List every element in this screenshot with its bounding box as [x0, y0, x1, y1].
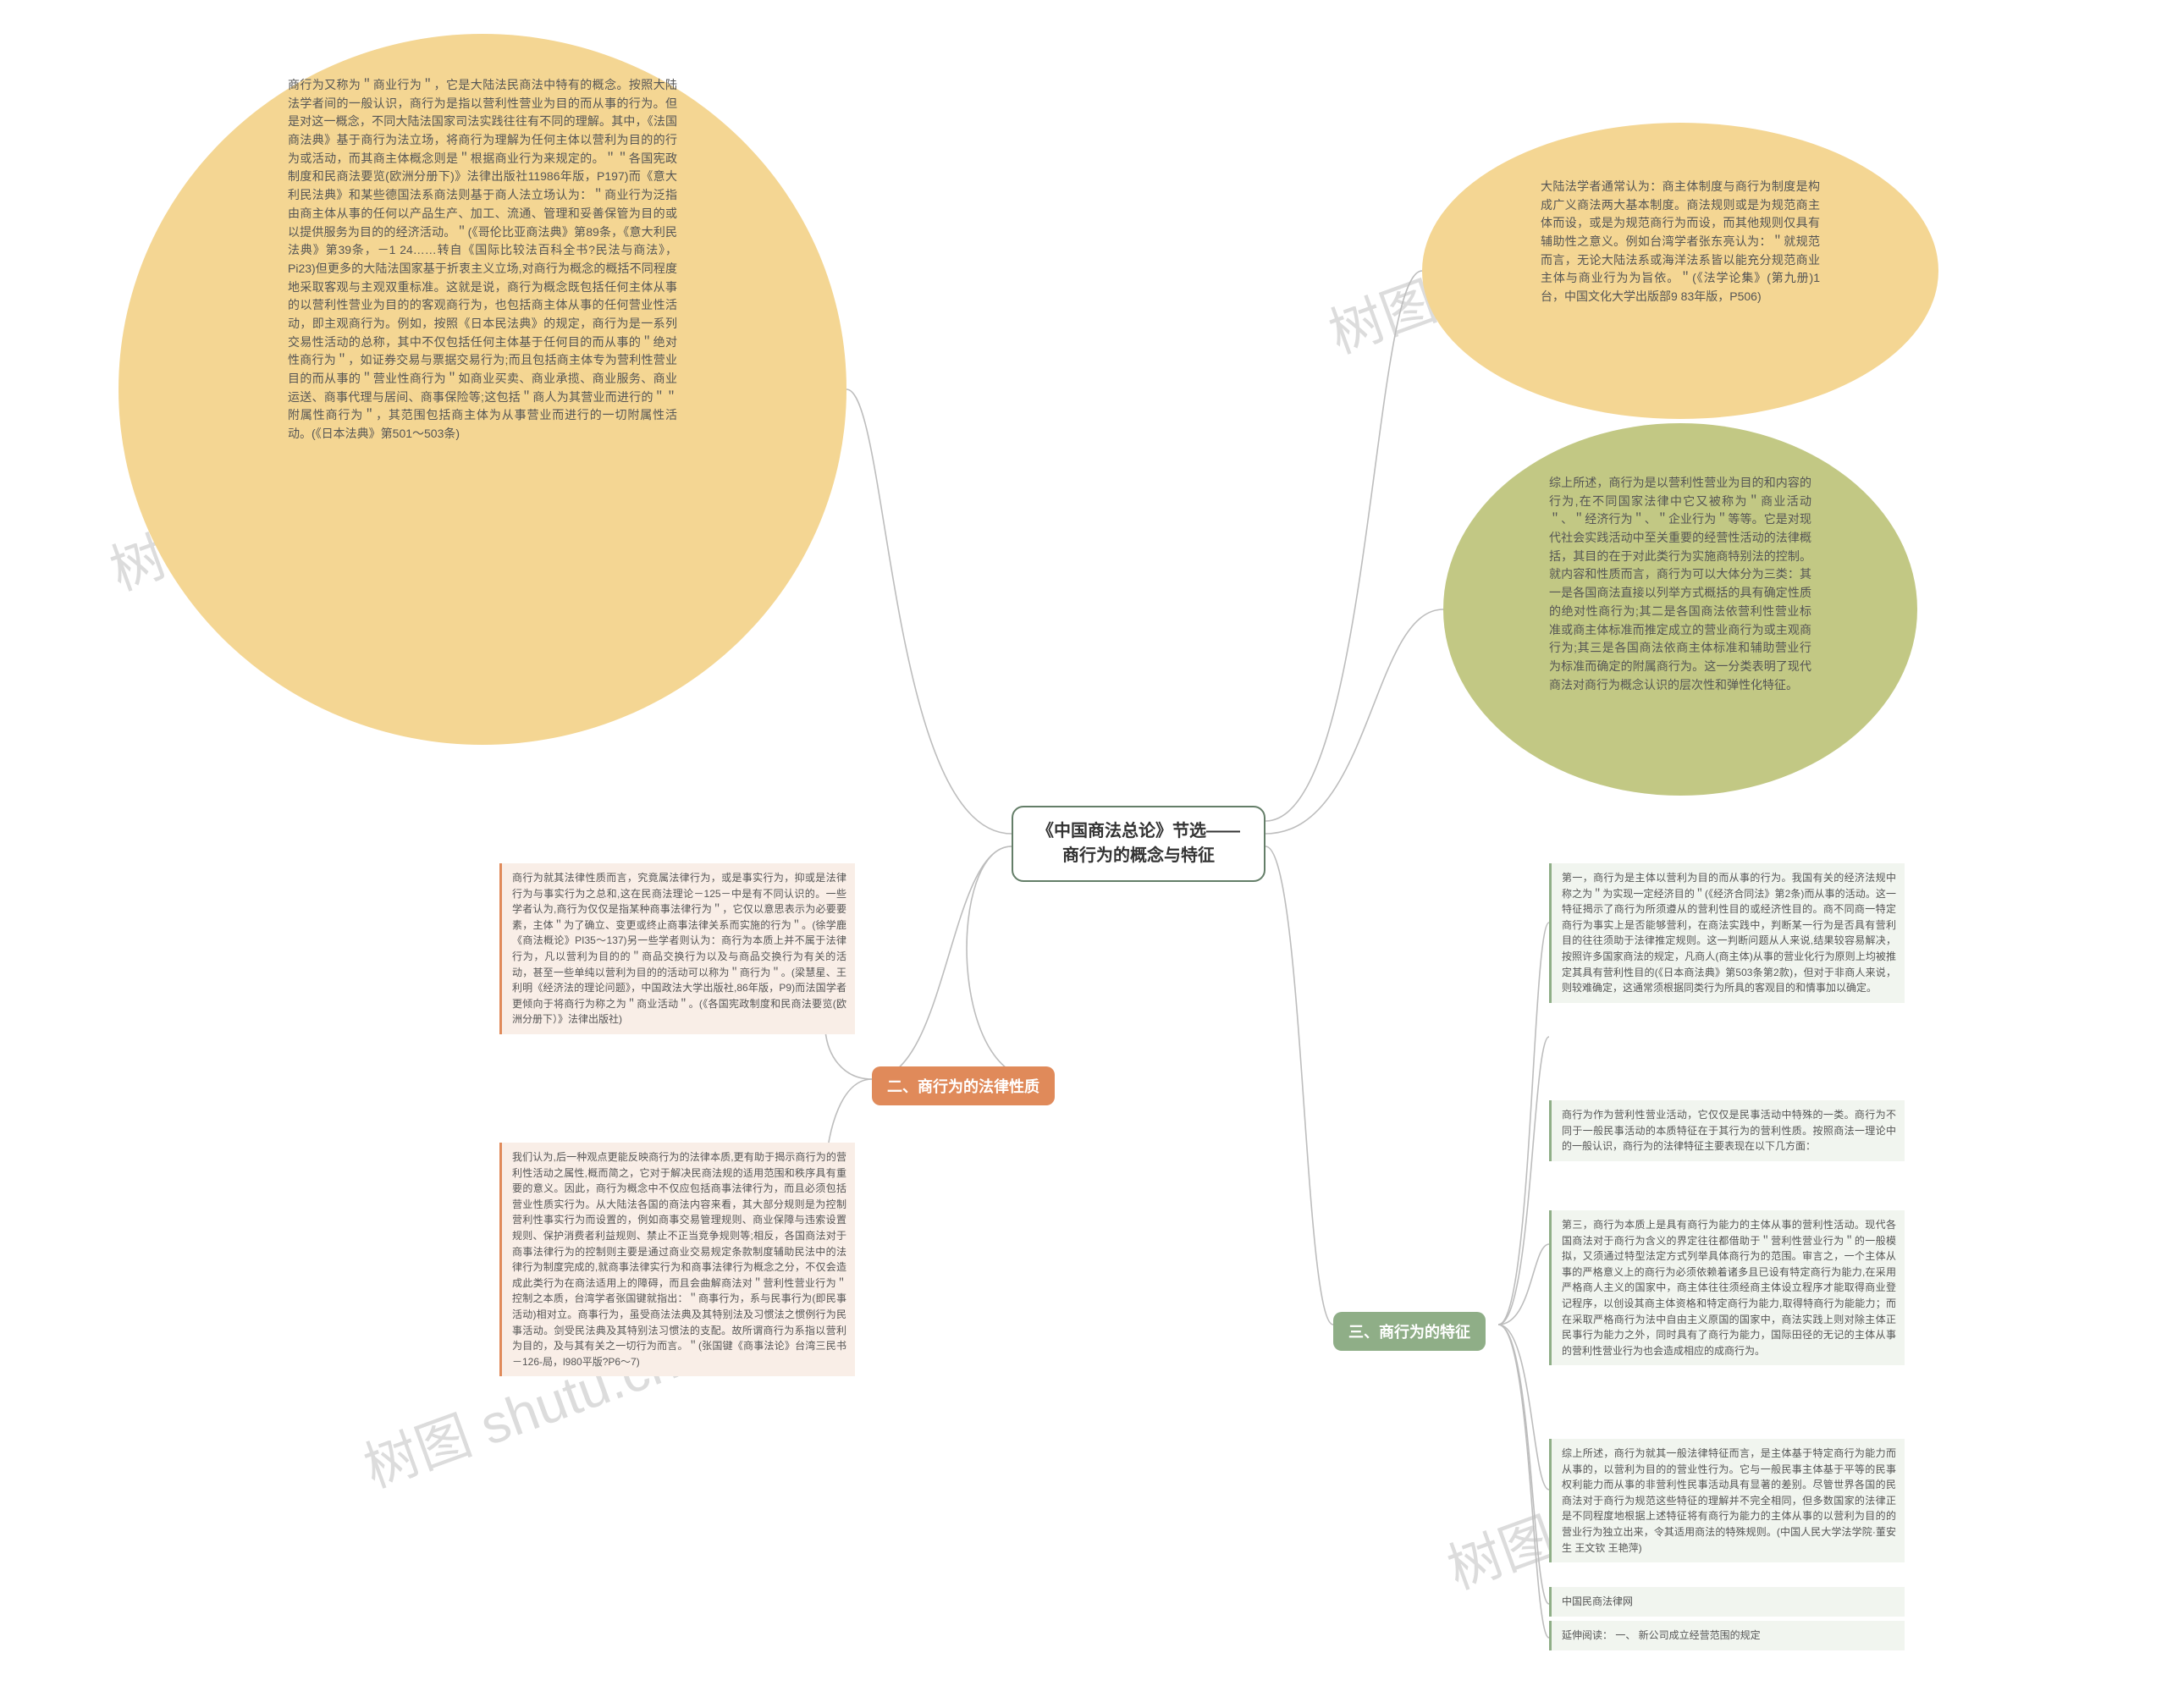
root-node[interactable]: 《中国商法总论》节选——商行为的概念与特征 — [1012, 806, 1265, 882]
watermark: 树图 shutu.cn — [98, 420, 433, 605]
leaf-3-intro[interactable]: 商行为作为营利性营业活动，它仅仅是民事活动中特殊的一类。商行为不同于一般民事活动… — [1549, 1100, 1905, 1161]
leaf-3c[interactable]: 综上所述，商行为就其一般法律特征而言，是主体基于特定商行为能力而从事的，以营利为… — [1549, 1439, 1905, 1562]
ellipse-top-right-text: 大陆法学者通常认为：商主体制度与商行为制度是构成广义商法两大基本制度。商法规则或… — [1541, 178, 1820, 306]
connector-group — [825, 271, 1549, 1638]
leaf-3e[interactable]: 延伸阅读： 一、 新公司成立经营范围的规定 — [1549, 1621, 1905, 1650]
leaf-2a[interactable]: 商行为就其法律性质而言，究竟属法律行为，或是事实行为，抑或是法律行为与事实行为之… — [499, 863, 855, 1034]
ellipse-top-left-text: 商行为又称为＂商业行为＂，它是大陆法民商法中特有的概念。按照大陆法学者间的一般认… — [288, 76, 677, 444]
leaf-2b[interactable]: 我们认为,后一种观点更能反映商行为的法律本质,更有助于揭示商行为的营利性活动之属… — [499, 1143, 855, 1376]
leaf-3a[interactable]: 第一，商行为是主体以营利为目的而从事的行为。我国有关的经济法规中称之为＂为实现一… — [1549, 863, 1905, 1003]
leaf-3b[interactable]: 第三，商行为本质上是具有商行为能力的主体从事的营利性活动。现代各国商法对于商行为… — [1549, 1210, 1905, 1365]
branch-3[interactable]: 三、商行为的特征 — [1333, 1312, 1486, 1351]
leaf-3d[interactable]: 中国民商法律网 — [1549, 1587, 1905, 1617]
branch-2[interactable]: 二、商行为的法律性质 — [872, 1066, 1055, 1105]
ellipse-mid-right-text: 综上所述，商行为是以营利性营业为目的和内容的行为,在不同国家法律中它又被称为＂商… — [1549, 474, 1811, 694]
